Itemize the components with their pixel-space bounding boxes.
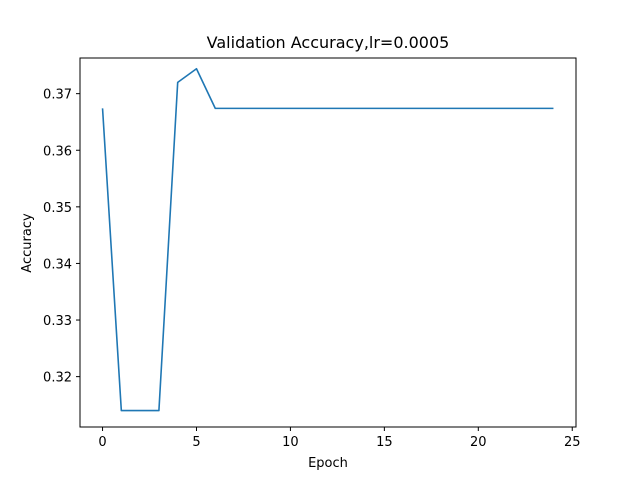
y-tick-label: 0.36 [43, 144, 72, 159]
plot-area [101, 67, 554, 412]
x-tick-label: 25 [564, 435, 581, 450]
plot-frame [79, 57, 577, 428]
y-axis-label: Accuracy [20, 213, 35, 273]
y-tick-label: 0.37 [43, 88, 72, 103]
y-tick-label: 0.33 [43, 314, 72, 329]
y-tick-label: 0.35 [43, 201, 72, 216]
y-tick-label: 0.32 [43, 371, 72, 386]
x-tick-label: 5 [192, 435, 200, 450]
x-tick-label: 15 [376, 435, 393, 450]
x-axis: 0 5 10 15 20 25 [98, 427, 581, 450]
x-tick-label: 0 [98, 435, 106, 450]
x-tick-label: 10 [282, 435, 299, 450]
y-tick-label: 0.34 [43, 257, 72, 272]
chart-title: Validation Accuracy,lr=0.0005 [207, 33, 450, 52]
x-tick-label: 20 [470, 435, 487, 450]
y-axis: 0.32 0.33 0.34 0.35 0.36 0.37 [43, 88, 80, 386]
x-axis-label: Epoch [308, 456, 348, 471]
